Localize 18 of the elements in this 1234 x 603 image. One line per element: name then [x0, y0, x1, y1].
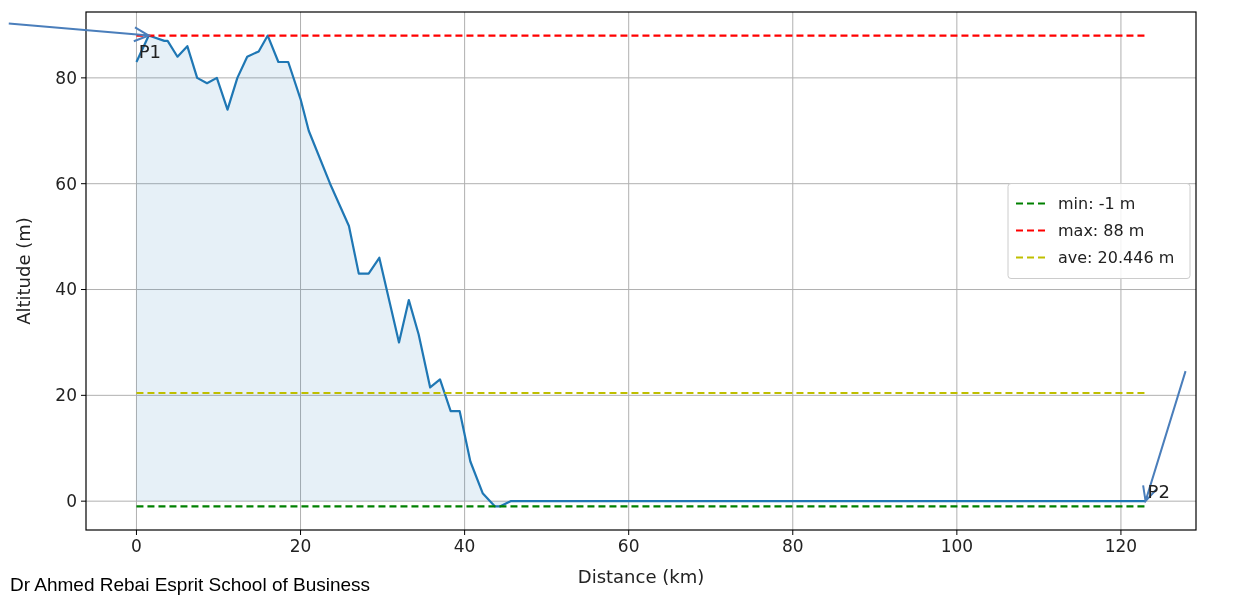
x-tick-label: 120 [1104, 536, 1138, 556]
legend-label: min: -1 m [1058, 194, 1136, 214]
x-axis-title: Distance (km) [577, 566, 705, 587]
x-tick-label: 80 [781, 536, 804, 556]
x-tick-label: 40 [453, 536, 476, 556]
x-tick-label: 60 [617, 536, 640, 556]
x-tick-label: 20 [289, 536, 312, 556]
y-tick-label: 20 [55, 385, 77, 406]
y-tick-label: 80 [55, 67, 77, 88]
x-tick-label: 0 [131, 536, 142, 556]
y-tick-label: 0 [66, 491, 77, 512]
y-tick-label: 60 [55, 173, 77, 194]
y-axis-title: Altitude (m) [13, 217, 34, 325]
legend-label: max: 88 m [1058, 221, 1145, 241]
y-tick-label: 40 [55, 279, 77, 300]
text: Dr Ahmed Rebai Esprit School of Business [10, 574, 371, 595]
x-tick-label: 100 [940, 536, 974, 556]
legend-label: ave: 20.446 m [1058, 248, 1175, 268]
